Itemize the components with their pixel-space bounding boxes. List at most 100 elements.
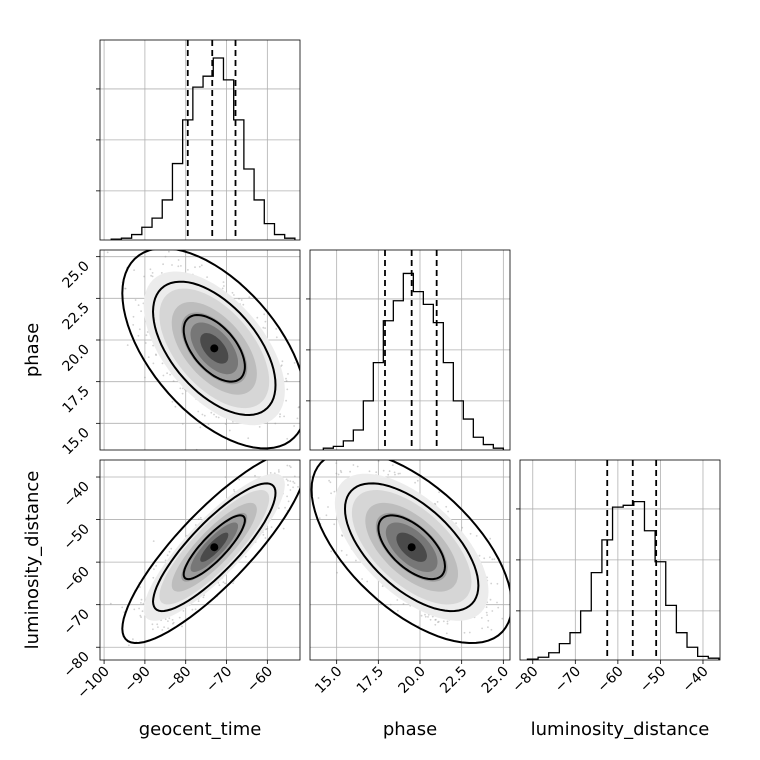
panel-frame — [309, 249, 511, 451]
sample-point — [144, 376, 146, 379]
sample-point — [137, 304, 140, 306]
sample-point — [172, 622, 174, 625]
y-tick-label-luminosity_distance: −40 — [61, 479, 93, 511]
sample-point — [203, 414, 206, 417]
sample-point — [138, 328, 141, 331]
sample-point — [138, 607, 141, 610]
sample-point — [153, 568, 155, 571]
y-tick-label-phase: 20.0 — [59, 342, 92, 375]
x-tick-label-phase: 22.5 — [437, 664, 470, 697]
sample-point — [289, 466, 292, 469]
sample-point — [194, 608, 197, 611]
sample-point — [191, 608, 194, 611]
sample-point — [377, 460, 380, 463]
sample-point — [275, 328, 278, 330]
sample-point — [133, 269, 136, 271]
y-tick-label-phase: 17.5 — [59, 383, 92, 416]
sample-point — [168, 250, 170, 253]
sample-point — [264, 537, 267, 539]
histogram-panel-geocent_time — [96, 39, 301, 241]
sample-point — [151, 275, 154, 278]
sample-point — [341, 535, 344, 537]
sample-point — [382, 469, 385, 472]
sample-point — [491, 558, 494, 561]
sample-point — [163, 626, 166, 628]
sample-point — [264, 327, 266, 329]
histogram-geocent_time — [110, 57, 296, 240]
sample-point — [222, 581, 225, 583]
sample-point — [162, 263, 165, 266]
sample-point — [487, 619, 490, 622]
sample-point — [455, 522, 457, 524]
sample-point — [287, 373, 289, 375]
sample-point — [461, 526, 464, 529]
sample-point — [496, 582, 499, 585]
sample-point — [139, 614, 142, 617]
sample-point — [429, 618, 432, 621]
sample-point — [446, 620, 449, 623]
sample-point — [393, 471, 396, 474]
sample-point — [435, 618, 437, 621]
sample-point — [224, 423, 227, 425]
sample-point — [434, 623, 437, 626]
sample-point — [278, 507, 280, 510]
sample-point — [517, 651, 519, 653]
sample-point — [286, 464, 289, 467]
sample-point — [232, 582, 235, 584]
sample-point — [437, 620, 440, 623]
sample-point — [207, 423, 210, 426]
sample-point — [335, 472, 338, 475]
sample-point — [318, 517, 321, 519]
sample-point — [137, 334, 140, 337]
sample-point — [181, 392, 184, 395]
sample-point — [333, 490, 336, 493]
sample-point — [278, 471, 280, 473]
sample-point — [349, 470, 351, 473]
sample-point — [286, 437, 289, 440]
sample-point — [152, 540, 155, 542]
sample-point — [292, 486, 294, 489]
sample-point — [199, 516, 202, 519]
sample-point — [293, 482, 296, 484]
sample-point — [164, 255, 167, 258]
y-tick-label-phase: 25.0 — [59, 258, 92, 291]
sample-point — [447, 510, 449, 513]
sample-point — [126, 344, 129, 346]
sample-point — [228, 429, 231, 432]
sample-point — [416, 479, 419, 482]
sample-point — [179, 387, 182, 390]
sample-point — [489, 556, 491, 559]
sample-point — [198, 265, 201, 268]
sample-point — [133, 608, 136, 611]
sample-point — [262, 533, 265, 536]
sample-point — [206, 276, 209, 278]
sample-point — [222, 281, 225, 283]
sample-point — [285, 380, 288, 382]
sample-point — [438, 491, 440, 494]
contour-line — [121, 250, 300, 450]
sample-point — [335, 462, 338, 464]
sample-point — [221, 287, 224, 290]
sample-point — [292, 480, 295, 483]
sample-point — [167, 627, 170, 630]
sample-point — [491, 610, 494, 612]
sample-point — [166, 372, 169, 375]
contour-line — [182, 514, 246, 581]
sample-point — [202, 596, 205, 599]
sample-point — [301, 473, 303, 475]
sample-point — [151, 272, 154, 274]
sample-point — [387, 473, 390, 476]
sample-point — [143, 275, 146, 278]
sample-point — [486, 614, 488, 616]
sample-point — [369, 445, 371, 447]
sample-point — [215, 416, 218, 418]
sample-point — [109, 602, 112, 605]
sample-point — [288, 465, 291, 467]
histogram-phase — [322, 272, 504, 450]
sample-point — [296, 417, 299, 420]
sample-point — [287, 484, 289, 486]
sample-point — [274, 422, 277, 425]
sample-point — [366, 580, 369, 583]
y-tick-label-phase: 15.0 — [59, 425, 92, 458]
sample-point — [284, 506, 286, 509]
